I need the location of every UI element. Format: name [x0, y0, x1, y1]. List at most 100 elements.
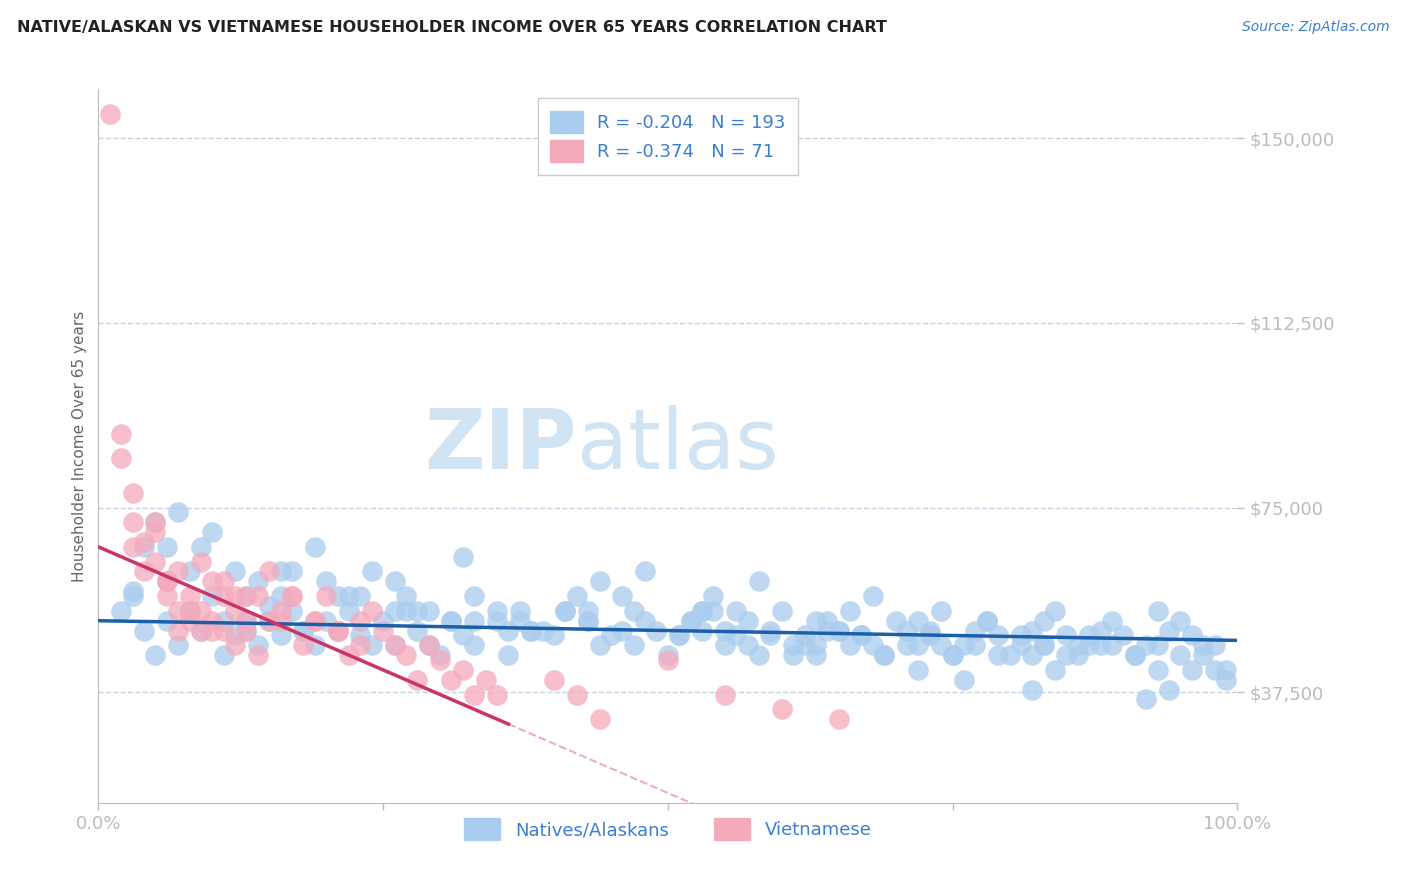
Point [804, 614, 827, 628]
Point [690, 624, 713, 638]
Point [770, 604, 793, 618]
Point [235, 589, 257, 603]
Point [360, 604, 382, 618]
Point [235, 614, 257, 628]
Point [1135, 638, 1157, 652]
Point [406, 673, 429, 687]
Point [862, 589, 884, 603]
Point [179, 604, 201, 618]
Point [326, 624, 349, 638]
Point [292, 638, 315, 652]
Point [281, 604, 304, 618]
Point [224, 589, 246, 603]
Point [235, 624, 257, 638]
Point [1123, 648, 1146, 662]
Point [270, 604, 292, 618]
Point [1090, 624, 1112, 638]
Text: ZIP: ZIP [425, 406, 576, 486]
Point [190, 604, 212, 618]
Point [907, 663, 929, 677]
Point [121, 589, 143, 603]
Point [179, 589, 201, 603]
Point [918, 624, 941, 638]
Point [304, 540, 326, 554]
Point [623, 638, 645, 652]
Point [235, 589, 257, 603]
Point [224, 628, 246, 642]
Point [748, 648, 770, 662]
Point [156, 574, 179, 589]
Point [725, 604, 748, 618]
Point [576, 604, 599, 618]
Y-axis label: Householder Income Over 65 years: Householder Income Over 65 years [72, 310, 87, 582]
Point [179, 614, 201, 628]
Point [907, 614, 929, 628]
Point [486, 604, 509, 618]
Point [1192, 648, 1215, 662]
Point [1112, 628, 1135, 642]
Point [1043, 604, 1066, 618]
Point [406, 624, 429, 638]
Point [782, 648, 804, 662]
Point [486, 688, 509, 702]
Point [1157, 682, 1180, 697]
Point [862, 638, 884, 652]
Point [337, 604, 360, 618]
Point [121, 516, 143, 530]
Point [474, 673, 496, 687]
Point [1123, 648, 1146, 662]
Point [451, 628, 474, 642]
Point [1010, 628, 1032, 642]
Point [349, 589, 371, 603]
Point [759, 628, 782, 642]
Point [304, 614, 326, 628]
Legend: Natives/Alaskans, Vietnamese: Natives/Alaskans, Vietnamese [457, 811, 879, 847]
Point [463, 589, 485, 603]
Point [440, 614, 463, 628]
Point [315, 614, 337, 628]
Point [668, 628, 690, 642]
Point [588, 712, 610, 726]
Point [201, 624, 224, 638]
Point [725, 628, 748, 642]
Point [156, 614, 179, 628]
Point [942, 648, 965, 662]
Point [1021, 624, 1043, 638]
Point [1170, 614, 1192, 628]
Point [953, 673, 976, 687]
Point [349, 638, 371, 652]
Point [451, 549, 474, 564]
Point [132, 624, 155, 638]
Point [554, 604, 576, 618]
Point [360, 565, 382, 579]
Point [463, 614, 485, 628]
Point [1204, 638, 1226, 652]
Point [326, 624, 349, 638]
Point [612, 624, 634, 638]
Point [884, 614, 907, 628]
Point [737, 614, 759, 628]
Point [212, 648, 235, 662]
Point [498, 648, 520, 662]
Point [212, 574, 235, 589]
Point [167, 638, 190, 652]
Point [1192, 638, 1215, 652]
Point [987, 628, 1010, 642]
Point [1054, 648, 1078, 662]
Point [543, 628, 565, 642]
Point [235, 624, 257, 638]
Point [270, 614, 292, 628]
Point [224, 565, 246, 579]
Point [1067, 638, 1090, 652]
Point [463, 638, 485, 652]
Point [1101, 638, 1123, 652]
Point [167, 604, 190, 618]
Point [201, 614, 224, 628]
Point [246, 638, 269, 652]
Point [156, 574, 179, 589]
Point [1021, 648, 1043, 662]
Point [1135, 692, 1157, 706]
Point [145, 648, 167, 662]
Point [953, 638, 976, 652]
Point [212, 624, 235, 638]
